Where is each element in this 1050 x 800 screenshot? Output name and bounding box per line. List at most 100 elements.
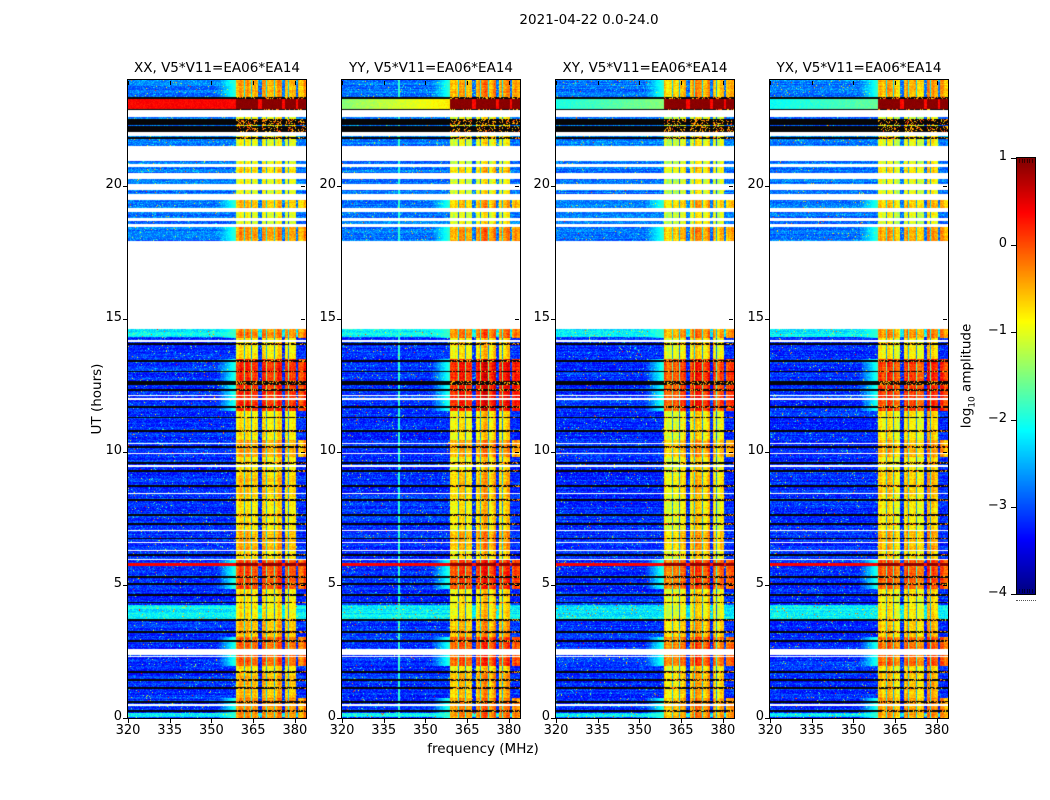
x-tick-label: 380 [924,723,950,738]
y-tick-label: 5 [541,576,550,592]
colorbar-tick-label: −3 [987,497,1007,513]
x-tick-label: 380 [496,723,522,738]
y-tick-mark [551,585,555,586]
x-tick-mark-top [937,81,938,85]
y-tick-label: 15 [319,310,336,326]
figure-title: 2021-04-22 0.0-24.0 [519,12,659,28]
y-tick-mark-right [943,585,947,586]
x-tick-mark-top [681,81,682,85]
spectrogram-panel-yx [769,79,949,719]
y-tick-label: 0 [113,709,122,724]
x-tick-mark-top [853,81,854,85]
colorbar-minor-tick [1029,589,1031,593]
y-tick-label: 20 [105,177,122,193]
x-tick-label: 335 [157,723,183,738]
y-tick-label: 10 [533,443,550,459]
y-tick-mark-right [943,186,947,187]
x-tick-mark [170,719,171,723]
y-tick-mark-right [515,452,519,453]
y-axis-label: UT (hours) [89,363,105,435]
y-tick-mark [123,585,127,586]
y-tick-label: 10 [105,443,122,459]
colorbar-minor-tick [1029,159,1031,163]
x-tick-label: 320 [115,723,141,738]
y-tick-mark-right [729,718,733,719]
x-tick-mark-top [211,81,212,85]
y-tick-mark-right [729,186,733,187]
y-tick-mark-right [301,585,305,586]
y-tick-label: 0 [327,709,336,724]
x-tick-mark-top [425,81,426,85]
colorbar-minor-tick [1019,589,1020,593]
x-tick-mark [598,719,599,723]
y-tick-mark [551,718,555,719]
y-tick-mark [337,585,341,586]
x-tick-mark-top [556,81,557,85]
y-tick-mark-right [943,718,947,719]
y-tick-mark [337,718,341,719]
x-tick-label: 365 [240,723,266,738]
x-tick-mark [770,719,771,723]
y-tick-mark-right [729,319,733,320]
spectrogram-canvas-xy [556,80,734,718]
x-tick-mark-top [509,81,510,85]
y-tick-label: 20 [533,177,550,193]
colorbar-label-suffix: amplitude [958,323,975,397]
x-tick-mark [467,719,468,723]
colorbar-label-prefix: log [958,407,975,429]
x-tick-label: 365 [668,723,694,738]
x-tick-mark [509,719,510,723]
x-tick-mark-top [128,81,129,85]
colorbar-label-subscript: 10 [967,396,978,408]
panel-title-yx: YX, V5*V11=EA06*EA14 [776,60,942,76]
y-tick-mark-right [515,585,519,586]
x-tick-mark-top [598,81,599,85]
x-tick-mark-top [770,81,771,85]
y-tick-label: 10 [747,443,764,459]
x-tick-mark [128,719,129,723]
y-tick-mark [123,718,127,719]
colorbar-tick-mark [1011,420,1016,421]
x-tick-label: 335 [799,723,825,738]
x-tick-mark-top [639,81,640,85]
x-tick-label: 350 [199,723,224,738]
y-tick-mark-right [729,452,733,453]
x-tick-mark [425,719,426,723]
colorbar-tick-mark [1011,332,1016,333]
x-tick-mark-top [723,81,724,85]
colorbar-minor-tick [1019,159,1020,163]
x-tick-mark [681,719,682,723]
y-tick-mark-right [301,319,305,320]
y-tick-mark [765,186,769,187]
x-tick-label: 335 [371,723,397,738]
y-tick-label: 10 [319,443,336,459]
colorbar-tick-label: −4 [987,585,1007,600]
x-tick-mark-top [170,81,171,85]
x-tick-label: 335 [585,723,611,738]
x-tick-mark-top [467,81,468,85]
panel-title-xx: XX, V5*V11=EA06*EA14 [133,60,301,76]
colorbar-tick-label: 1 [998,149,1007,164]
y-tick-mark [551,319,555,320]
y-tick-label: 15 [533,310,550,326]
colorbar-minor-tick [1021,159,1023,163]
spectrogram-panel-yy [341,79,521,719]
colorbar-minor-tick [1032,159,1033,163]
x-tick-label: 350 [413,723,438,738]
colorbar-minor-tick [1026,159,1028,163]
x-tick-label: 350 [841,723,866,738]
y-tick-label: 5 [755,576,764,592]
x-tick-mark [895,719,896,723]
colorbar-canvas [1017,158,1035,594]
colorbar-minor-tick [1024,589,1026,593]
y-tick-mark-right [301,452,305,453]
x-tick-mark [253,719,254,723]
x-tick-label: 350 [627,723,652,738]
colorbar-minor-tick [1021,589,1023,593]
colorbar-minor-tick [1032,589,1033,593]
y-tick-mark [337,452,341,453]
y-tick-mark [123,186,127,187]
x-tick-mark [342,719,343,723]
colorbar-minor-dots [1016,600,1036,601]
colorbar-minor-tick [1026,589,1028,593]
